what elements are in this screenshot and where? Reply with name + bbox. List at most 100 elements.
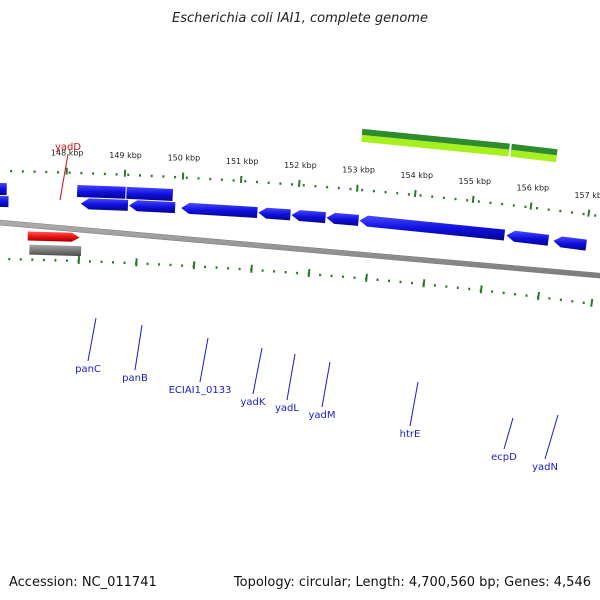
scale-label: 153 kbp (342, 166, 375, 175)
minor-tick (181, 264, 184, 267)
minor-tick (342, 275, 345, 278)
minor-tick (65, 259, 68, 262)
minor-tick (445, 285, 448, 288)
scale-label: 149 kbp (109, 151, 142, 160)
minor-tick (466, 199, 469, 202)
scale-label: 150 kbp (168, 154, 201, 163)
gene-leader-line (252, 347, 263, 395)
scale-label: 156 kbp (517, 184, 550, 193)
gene-leader-line (59, 153, 69, 201)
minor-tick (238, 267, 241, 271)
minor-tick (158, 263, 161, 266)
major-tick (537, 291, 540, 301)
gene-leader-line (134, 324, 143, 371)
minor-tick (215, 266, 218, 269)
gene-leader-line (199, 337, 209, 383)
minor-tick (138, 174, 141, 177)
minor-tick (314, 185, 317, 188)
scale-ticks: 148 kbp 149 kbp 150 kbp 151 kbp 152 kbp 153 k… (8, 149, 600, 307)
minor-tick (326, 185, 329, 189)
minor-tick (244, 179, 247, 183)
gene-leader-line (544, 414, 559, 460)
minor-tick (536, 207, 539, 210)
minor-tick (284, 271, 287, 274)
minor-tick (387, 279, 390, 283)
minor-tick (489, 201, 492, 205)
minor-tick (456, 286, 459, 289)
minor-tick (399, 280, 402, 284)
scale-major-tick (529, 202, 533, 210)
minor-tick (419, 194, 422, 197)
minor-tick (302, 184, 305, 187)
minor-tick (524, 205, 527, 209)
conserved-region-light (510, 149, 557, 163)
minor-tick (256, 180, 259, 184)
minor-tick (103, 172, 106, 176)
minor-tick (220, 178, 223, 181)
scale-label: 151 kbp (226, 157, 259, 166)
conserved-region-dark (511, 143, 558, 156)
major-tick (422, 279, 426, 288)
minor-tick (111, 261, 114, 264)
minor-tick (31, 258, 34, 261)
minor-tick (477, 200, 480, 203)
gene-label-eciai1_0133: ECIAI1_0133 (169, 385, 232, 396)
minor-tick (396, 192, 399, 195)
minor-tick (410, 281, 413, 285)
minor-tick (54, 259, 57, 262)
major-tick (365, 273, 368, 282)
minor-tick (291, 183, 294, 186)
minor-tick (185, 176, 188, 179)
minor-tick (123, 261, 126, 265)
minor-tick (204, 265, 207, 269)
minor-tick (525, 294, 528, 297)
minor-tick (502, 291, 505, 295)
minor-tick (296, 271, 299, 275)
minor-tick (468, 287, 471, 291)
minor-tick (361, 188, 364, 192)
minor-tick (514, 293, 517, 296)
scale-label: 152 kbp (284, 161, 317, 170)
cds-reverse-feature (326, 212, 360, 226)
minor-tick (127, 173, 130, 177)
gene-label-yadn: yadN (532, 462, 558, 473)
minor-tick (146, 262, 149, 266)
cds-forward-feature (76, 184, 126, 199)
minor-tick (491, 290, 494, 293)
minor-tick (232, 179, 235, 182)
minor-tick (337, 186, 340, 190)
conserved-region-dark (361, 128, 510, 150)
minor-tick (376, 278, 379, 281)
gene-label-yadk: yadK (241, 397, 266, 408)
minor-tick (570, 211, 573, 214)
minor-tick (330, 274, 333, 277)
scale-label: 148 kbp (51, 149, 84, 158)
minor-tick (454, 197, 457, 201)
minor-tick (88, 260, 91, 263)
minor-tick (10, 169, 13, 173)
minor-tick (501, 202, 504, 206)
major-tick (250, 264, 253, 273)
rna-feature-yadD (27, 231, 80, 242)
gene-leader-line (286, 353, 296, 401)
minor-tick (169, 263, 172, 267)
genome-backbone (0, 219, 600, 279)
minor-tick (174, 175, 177, 179)
minor-tick (407, 193, 410, 196)
minor-tick (548, 297, 551, 300)
minor-tick (115, 173, 118, 176)
minor-tick (279, 182, 282, 185)
minor-tick (21, 170, 24, 173)
minor-tick (372, 189, 375, 193)
minor-tick (19, 258, 22, 261)
minor-tick (594, 214, 597, 217)
minor-tick (571, 300, 574, 303)
cds-reverse-feature (181, 202, 258, 219)
cds-reverse-feature (359, 215, 506, 241)
minor-tick (582, 301, 585, 304)
minor-tick (92, 172, 95, 175)
minor-tick (512, 204, 515, 207)
minor-tick (431, 195, 434, 198)
gene-leader-line (87, 317, 97, 362)
